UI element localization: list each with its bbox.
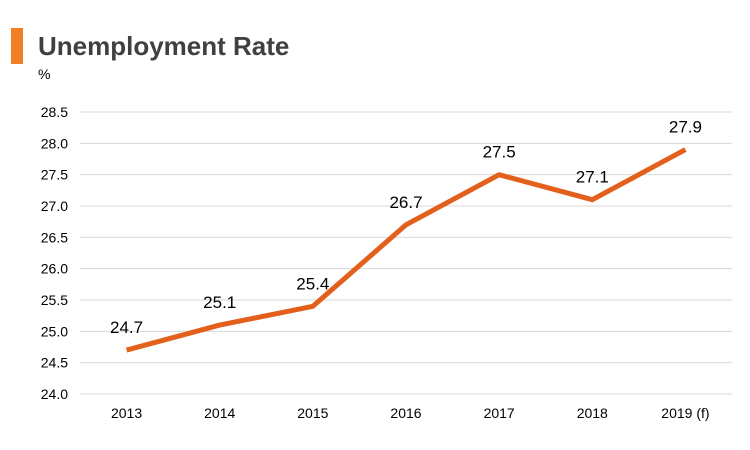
- y-tick-label: 28.5: [41, 104, 68, 120]
- y-tick-labels: 24.0 24.5 25.0 25.5 26.0 26.5 27.0 27.5 28.0 28.5: [41, 104, 68, 402]
- y-tick-label: 24.5: [41, 355, 68, 371]
- y-tick-label: 25.5: [41, 292, 68, 308]
- series-line: [125, 147, 687, 353]
- title-accent-bar: [11, 28, 23, 64]
- x-tick-label: 2013: [111, 405, 142, 421]
- y-tick-label: 24.0: [41, 386, 68, 402]
- data-label: 25.4: [296, 274, 329, 293]
- data-label: 27.9: [669, 118, 702, 137]
- y-tick-label: 28.0: [41, 135, 68, 151]
- y-tick-label: 26.0: [41, 261, 68, 277]
- data-label: 25.1: [203, 293, 236, 312]
- grid-lines: [80, 111, 732, 395]
- data-label: 26.7: [389, 193, 422, 212]
- x-tick-label: 2018: [577, 405, 608, 421]
- data-labels: 24.7 25.1 25.4 26.7 27.5 27.1 27.9: [110, 118, 702, 338]
- chart-title: Unemployment Rate: [38, 31, 290, 61]
- x-tick-label: 2015: [297, 405, 328, 421]
- x-tick-labels: 2013 2014 2015 2016 2017 2018 2019 (f): [111, 405, 710, 421]
- data-label: 27.5: [483, 143, 516, 162]
- y-tick-label: 26.5: [41, 229, 68, 245]
- x-tick-label: 2017: [484, 405, 515, 421]
- x-tick-label: 2016: [390, 405, 421, 421]
- y-tick-label: 27.5: [41, 167, 68, 183]
- y-tick-label: 27.0: [41, 198, 68, 214]
- y-tick-label: 25.0: [41, 323, 68, 339]
- series-line-group: [125, 147, 687, 353]
- data-label: 24.7: [110, 318, 143, 337]
- x-tick-label: 2014: [204, 405, 235, 421]
- x-tick-label: 2019 (f): [661, 405, 709, 421]
- y-axis-unit: %: [38, 66, 51, 82]
- data-label: 27.1: [576, 168, 609, 187]
